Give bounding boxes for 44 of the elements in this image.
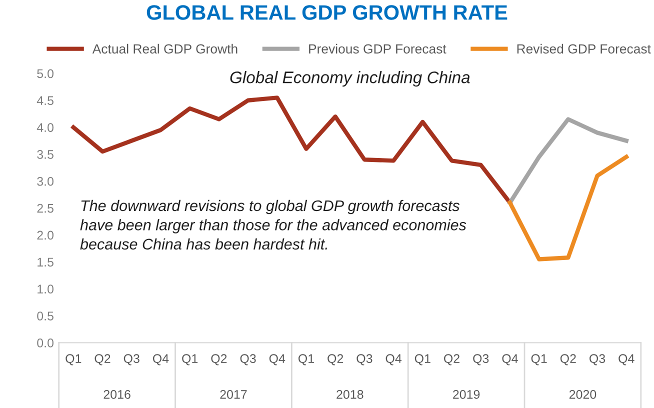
y-tick-label: 3.5 <box>37 150 54 159</box>
x-tick-label: Q4 <box>502 354 518 366</box>
y-tick-label: 1.5 <box>38 258 54 267</box>
y-tick-label: 2.0 <box>37 230 54 240</box>
legend-label: Previous GDP Forecast <box>309 44 446 54</box>
x-tick-label: Q3 <box>473 354 489 366</box>
legend-label: Actual Real GDP Growth <box>92 44 238 54</box>
x-tick-label: Q4 <box>269 354 286 366</box>
line-series <box>508 117 628 205</box>
x-tick-label: Q2 <box>211 354 227 366</box>
x-tick-label: Q2 <box>444 354 460 366</box>
x-tick-label: Q1 <box>66 354 82 366</box>
text: 2016 <box>104 390 130 399</box>
x-tick-label: Q3 <box>590 354 606 366</box>
y-tick-label: 0.5 <box>37 312 54 320</box>
x-tick-label: Q2 <box>328 354 344 366</box>
x-tick-label: Q1 <box>414 354 430 366</box>
chart-subtitle: Global Economy including China <box>230 71 470 87</box>
y-tick-label: 3.0 <box>37 176 54 186</box>
text: 2017 <box>220 390 247 399</box>
line-series <box>508 154 628 262</box>
text: 2019 <box>453 390 480 399</box>
x-tick-label: Q4 <box>386 354 402 366</box>
legend-label: Revised GDP Forecast <box>517 44 651 54</box>
x-tick-label: Q2 <box>560 354 576 366</box>
y-tick-label: 5.0 <box>37 69 54 78</box>
x-tick-label: Q1 <box>531 354 547 366</box>
x-tick-label: Q3 <box>124 354 140 366</box>
annotation: The downward revisions to global GDP growth forecasts have been larger than those for the advanced economies because China has been hardest hit. <box>80 200 466 250</box>
x-tick-label: Q1 <box>182 354 198 366</box>
text: 2020 <box>569 390 596 399</box>
x-tick-label: Q2 <box>94 354 110 366</box>
text: 2018 <box>336 390 364 399</box>
y-tick-label: 2.5 <box>37 204 54 213</box>
x-tick-label: Q4 <box>152 354 169 366</box>
x-tick-label: Q1 <box>298 354 314 366</box>
x-tick-label: Q4 <box>618 354 634 366</box>
y-tick-label: 4.0 <box>36 123 54 132</box>
x-tick-label: Q3 <box>240 354 256 366</box>
y-tick-label: 0.0 <box>37 338 54 348</box>
x-tick-label: Q3 <box>356 354 372 366</box>
y-tick-label: 1.0 <box>38 284 54 294</box>
chart-title: GLOBAL REAL GDP GROWTH RATE <box>146 5 508 20</box>
y-tick-label: 4.5 <box>36 96 54 106</box>
